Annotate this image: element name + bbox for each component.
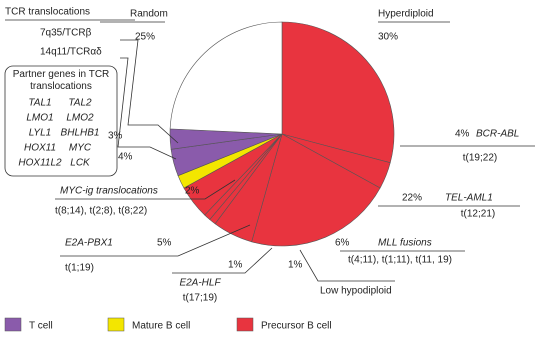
slice-label: 14q11/TCRαδ bbox=[40, 47, 102, 58]
leader-line bbox=[299, 249, 395, 282]
gene: TAL2 bbox=[68, 98, 92, 109]
leader-line bbox=[117, 57, 177, 160]
slice-label: 7q35/TCRβ bbox=[40, 28, 92, 39]
legend-swatch bbox=[107, 317, 125, 332]
gene: LMO1 bbox=[26, 113, 53, 124]
leader-line bbox=[120, 39, 179, 144]
leader-line bbox=[172, 247, 273, 274]
gene: MYC bbox=[69, 143, 92, 154]
gene: TAL1 bbox=[28, 98, 51, 109]
heading: TCR translocations bbox=[5, 7, 90, 18]
value-label: 30% bbox=[378, 32, 398, 43]
detail-label: t(8;14), t(2;8), t(8;22) bbox=[55, 206, 147, 217]
value-label: 25% bbox=[135, 32, 155, 43]
value-label: 5% bbox=[157, 238, 172, 249]
slice-label: Low hypodiploid bbox=[320, 286, 392, 297]
detail-label: t(4;11), t(1;11), t(11, 19) bbox=[348, 255, 452, 266]
slice bbox=[251, 133, 381, 247]
legend-label: T cell bbox=[29, 321, 53, 332]
slice-label: E2A-PBX1 bbox=[65, 238, 113, 249]
legend-swatch bbox=[236, 317, 254, 332]
leader-line bbox=[55, 179, 236, 200]
value-label: 22% bbox=[402, 193, 422, 204]
slice bbox=[169, 21, 283, 135]
slice-label: TEL-AML1 bbox=[445, 193, 493, 204]
detail-label: t(19;22) bbox=[463, 153, 497, 164]
gene: LYL1 bbox=[29, 128, 51, 139]
detail-label: t(1;19) bbox=[65, 263, 94, 274]
slice-label: MLL fusions bbox=[378, 238, 432, 249]
gene: BHLHB1 bbox=[61, 128, 100, 139]
legend-label: Mature B cell bbox=[132, 321, 190, 332]
legend-label: Precursor B cell bbox=[261, 321, 332, 332]
slice-label: Random bbox=[130, 9, 168, 20]
gene-box bbox=[4, 65, 118, 177]
gene: LCK bbox=[70, 158, 91, 169]
box-title: Partner genes in TCR translocations bbox=[12, 69, 110, 92]
legend-swatch bbox=[4, 317, 22, 332]
slice-label: BCR-ABL bbox=[476, 129, 519, 140]
slice-label: MYC-ig translocations bbox=[60, 186, 158, 197]
gene: HOX11 bbox=[24, 143, 56, 154]
value-label: 4% bbox=[118, 152, 133, 163]
value-label: 2% bbox=[185, 186, 200, 197]
value-label: 3% bbox=[108, 131, 123, 142]
gene: LMO2 bbox=[66, 113, 94, 124]
leader-line bbox=[60, 224, 251, 257]
slice-label: E2A-HLF bbox=[179, 278, 221, 289]
detail-label: t(17;19) bbox=[183, 293, 217, 304]
value-label: 4% bbox=[455, 129, 470, 140]
value-label: 6% bbox=[335, 238, 350, 249]
slice-label: Hyperdiploid bbox=[378, 9, 434, 20]
value-label: 1% bbox=[228, 260, 243, 271]
slice bbox=[281, 21, 395, 164]
value-label: 1% bbox=[288, 260, 303, 271]
gene: HOX11L2 bbox=[18, 158, 62, 169]
detail-label: t(12;21) bbox=[461, 209, 495, 220]
box-title-wrap: Partner genes in TCR translocations bbox=[12, 69, 110, 92]
